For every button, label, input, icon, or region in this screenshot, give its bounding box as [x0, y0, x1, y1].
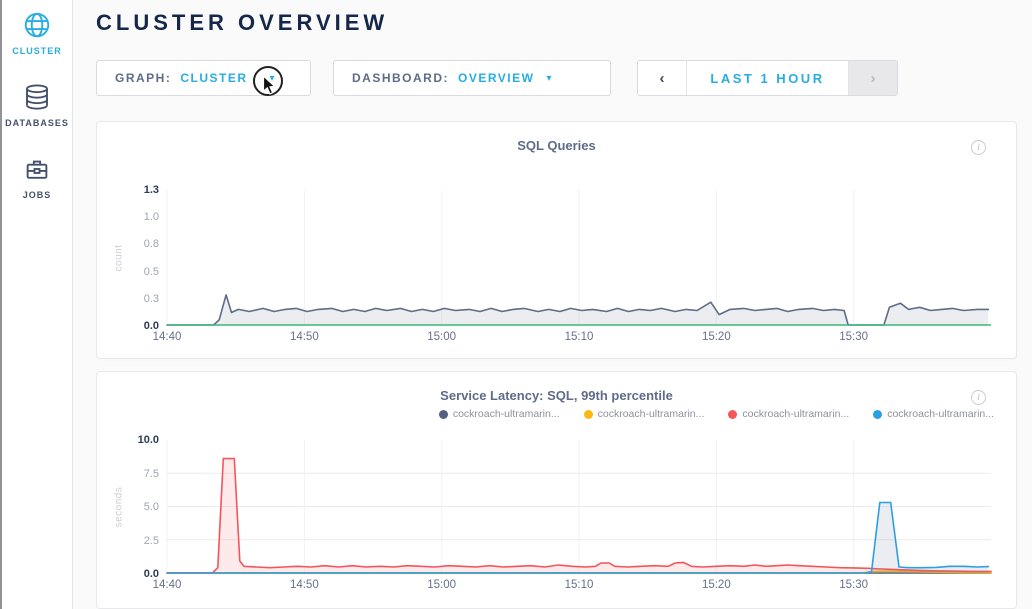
x-tick-label: 15:20 — [701, 331, 731, 343]
service-latency-chart — [166, 440, 992, 574]
y-tick-label: 10.0 — [137, 434, 159, 446]
y-tick-label: 1.3 — [143, 184, 159, 196]
x-tick-label: 15:10 — [564, 331, 594, 343]
dashboard-dropdown-label: DASHBOARD: — [352, 71, 449, 85]
y-tick-label: 7.5 — [143, 467, 159, 480]
x-axis: 14:40 14:50 15:00 15:10 15:20 15:30 — [153, 331, 991, 347]
chart-title: SQL Queries — [517, 138, 596, 153]
y-tick-label: 0.5 — [143, 265, 159, 278]
legend-label: cockroach-ultramarin... — [452, 408, 560, 420]
dashboard-dropdown[interactable]: DASHBOARD: OVERVIEW ▾ — [333, 60, 611, 96]
legend-label: cockroach-ultramarin... — [597, 408, 705, 420]
database-icon — [26, 84, 48, 110]
y-tick-label: 1.0 — [143, 211, 159, 224]
x-axis: 14:40 14:50 15:00 15:10 15:20 15:30 — [153, 579, 991, 595]
sidebar-item-label: DATABASES — [5, 118, 69, 128]
time-next-button[interactable]: › — [849, 61, 897, 95]
x-tick-label: 15:30 — [839, 331, 869, 343]
legend-item[interactable]: cockroach-ultramarin... — [438, 408, 560, 420]
x-tick-label: 14:50 — [289, 579, 319, 591]
y-tick-label: 0.8 — [143, 238, 159, 251]
y-tick-label: 0.3 — [143, 292, 159, 305]
graph-dropdown[interactable]: GRAPH: CLUSTER ▾ — [96, 60, 311, 96]
page-title: CLUSTER OVERVIEW — [96, 10, 389, 35]
legend-dot-icon — [728, 409, 738, 419]
x-tick-label: 14:40 — [152, 579, 182, 591]
legend-label: cockroach-ultramarin... — [742, 408, 850, 420]
x-tick-label: 15:20 — [701, 579, 731, 591]
info-icon[interactable]: i — [971, 390, 986, 405]
x-tick-label: 15:00 — [427, 579, 457, 591]
time-range-label[interactable]: LAST 1 HOUR — [686, 61, 849, 95]
sidebar: CLUSTER DATABASES JOBS — [2, 0, 73, 609]
x-tick-label: 14:50 — [289, 331, 319, 343]
sidebar-item-jobs[interactable]: JOBS — [2, 154, 72, 200]
chart-card-sql-queries: SQL Queries i count 0.0 0.3 0.5 0.8 1.0 1.3 1… — [96, 121, 1017, 359]
legend-dot-icon — [438, 409, 448, 419]
chart-plot-area[interactable] — [166, 440, 992, 574]
sidebar-item-label: JOBS — [22, 190, 52, 200]
y-tick-label: 0.0 — [143, 320, 159, 332]
sql-queries-chart — [166, 190, 991, 326]
controls-bar: GRAPH: CLUSTER ▾ DASHBOARD: OVERVIEW ▾ ‹… — [96, 60, 898, 96]
sidebar-item-databases[interactable]: DATABASES — [2, 82, 72, 128]
globe-icon — [24, 12, 50, 38]
x-tick-label: 14:40 — [152, 331, 182, 343]
briefcase-icon — [26, 160, 48, 179]
legend-dot-icon — [583, 409, 593, 419]
legend-item[interactable]: cockroach-ultramarin... — [728, 408, 849, 420]
y-tick-label: 5.0 — [143, 501, 159, 513]
chart-plot-area[interactable] — [166, 190, 991, 326]
legend-item[interactable]: cockroach-ultramarin... — [583, 408, 705, 420]
chevron-down-icon: ▾ — [546, 72, 552, 84]
chart-legend: cockroach-ultramarin... cockroach-ultrama… — [438, 408, 994, 420]
time-prev-button[interactable]: ‹ — [638, 61, 686, 95]
sidebar-item-label: CLUSTER — [12, 46, 62, 56]
x-tick-label: 15:10 — [564, 579, 594, 591]
graph-dropdown-label: GRAPH: — [115, 71, 172, 85]
legend-label: cockroach-ultramarin... — [887, 408, 994, 420]
chevron-down-icon: ▾ — [269, 72, 275, 84]
graph-dropdown-value: CLUSTER — [180, 71, 248, 85]
y-axis: 0.0 0.3 0.5 0.8 1.0 1.3 — [97, 184, 159, 332]
info-icon[interactable]: i — [971, 140, 986, 155]
sidebar-item-cluster[interactable]: CLUSTER — [2, 10, 72, 56]
y-tick-label: 0.0 — [143, 568, 159, 580]
chart-title: Service Latency: SQL, 99th percentile — [440, 388, 673, 403]
legend-dot-icon — [873, 409, 883, 419]
chart-card-service-latency: Service Latency: SQL, 99th percentile i … — [96, 371, 1017, 609]
x-tick-label: 15:30 — [839, 579, 869, 591]
dashboard-dropdown-value: OVERVIEW — [458, 71, 535, 85]
time-range-selector: ‹ LAST 1 HOUR › — [637, 60, 898, 96]
window-left-edge — [0, 0, 2, 609]
y-tick-label: 2.5 — [143, 534, 159, 547]
y-axis: 0.0 2.5 5.0 7.5 10.0 — [97, 434, 159, 580]
x-tick-label: 15:00 — [427, 331, 457, 343]
legend-item[interactable]: cockroach-ultramarin... — [873, 408, 994, 420]
